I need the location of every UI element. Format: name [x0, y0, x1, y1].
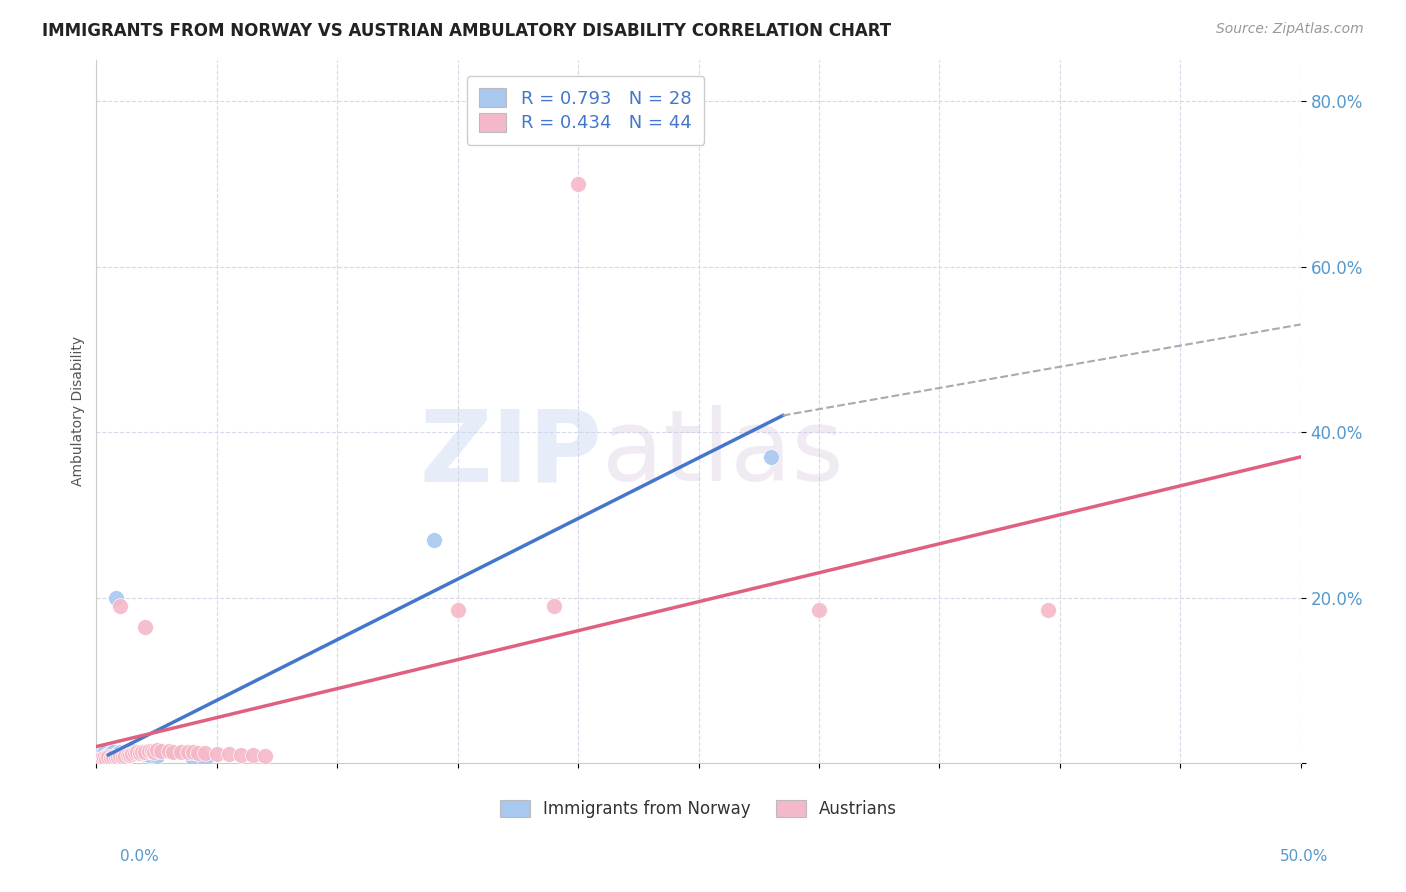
- Text: atlas: atlas: [602, 405, 844, 502]
- Point: [218, 747, 240, 761]
- Legend: Immigrants from Norway, Austrians: Immigrants from Norway, Austrians: [494, 794, 904, 825]
- Point: [110, 745, 132, 759]
- Point: [759, 450, 782, 464]
- Point: [107, 747, 129, 761]
- Point: [93, 751, 115, 765]
- Text: 50.0%: 50.0%: [1281, 849, 1329, 863]
- Point: [141, 744, 163, 758]
- Point: [194, 753, 217, 767]
- Point: [117, 747, 139, 762]
- Point: [181, 752, 204, 766]
- Point: [124, 746, 146, 760]
- Point: [93, 749, 115, 764]
- Point: [1036, 603, 1059, 617]
- Point: [110, 748, 132, 763]
- Point: [104, 747, 127, 762]
- Point: [114, 748, 136, 763]
- Text: Source: ZipAtlas.com: Source: ZipAtlas.com: [1216, 22, 1364, 37]
- Point: [134, 745, 156, 759]
- Point: [104, 591, 127, 605]
- Point: [94, 748, 117, 763]
- Point: [205, 747, 228, 761]
- Point: [157, 744, 180, 758]
- Point: [422, 533, 444, 547]
- Point: [134, 619, 156, 633]
- Text: 0.0%: 0.0%: [120, 849, 159, 863]
- Point: [90, 752, 112, 766]
- Point: [87, 752, 110, 766]
- Point: [169, 745, 191, 759]
- Point: [446, 603, 468, 617]
- Point: [143, 745, 166, 759]
- Point: [543, 599, 565, 613]
- Point: [567, 177, 589, 191]
- Point: [177, 745, 200, 759]
- Point: [186, 746, 208, 760]
- Point: [138, 744, 160, 758]
- Point: [100, 751, 122, 765]
- Point: [97, 747, 120, 762]
- Point: [87, 753, 110, 767]
- Point: [121, 747, 143, 761]
- Point: [128, 746, 150, 760]
- Point: [100, 746, 122, 760]
- Point: [94, 751, 117, 765]
- Point: [107, 749, 129, 764]
- Point: [114, 745, 136, 759]
- Y-axis label: Ambulatory Disability: Ambulatory Disability: [72, 336, 86, 486]
- Point: [97, 750, 120, 764]
- Point: [127, 745, 149, 759]
- Point: [194, 746, 217, 760]
- Point: [103, 749, 125, 764]
- Point: [181, 745, 204, 759]
- Point: [93, 746, 115, 760]
- Point: [807, 603, 830, 617]
- Point: [134, 747, 156, 761]
- Point: [138, 747, 160, 762]
- Point: [103, 745, 125, 759]
- Point: [111, 746, 134, 760]
- Point: [103, 749, 125, 764]
- Point: [150, 744, 173, 758]
- Point: [94, 752, 117, 766]
- Point: [253, 748, 276, 763]
- Point: [110, 599, 132, 613]
- Point: [100, 750, 122, 764]
- Point: [121, 744, 143, 758]
- Point: [145, 743, 167, 757]
- Point: [162, 745, 184, 759]
- Point: [145, 748, 167, 763]
- Point: [242, 747, 264, 762]
- Point: [131, 745, 153, 759]
- Point: [229, 747, 252, 762]
- Point: [111, 749, 134, 764]
- Point: [104, 750, 127, 764]
- Point: [120, 747, 142, 762]
- Text: IMMIGRANTS FROM NORWAY VS AUSTRIAN AMBULATORY DISABILITY CORRELATION CHART: IMMIGRANTS FROM NORWAY VS AUSTRIAN AMBUL…: [42, 22, 891, 40]
- Point: [117, 746, 139, 760]
- Point: [90, 751, 112, 765]
- Point: [90, 747, 112, 762]
- Point: [128, 745, 150, 759]
- Text: ZIP: ZIP: [419, 405, 602, 502]
